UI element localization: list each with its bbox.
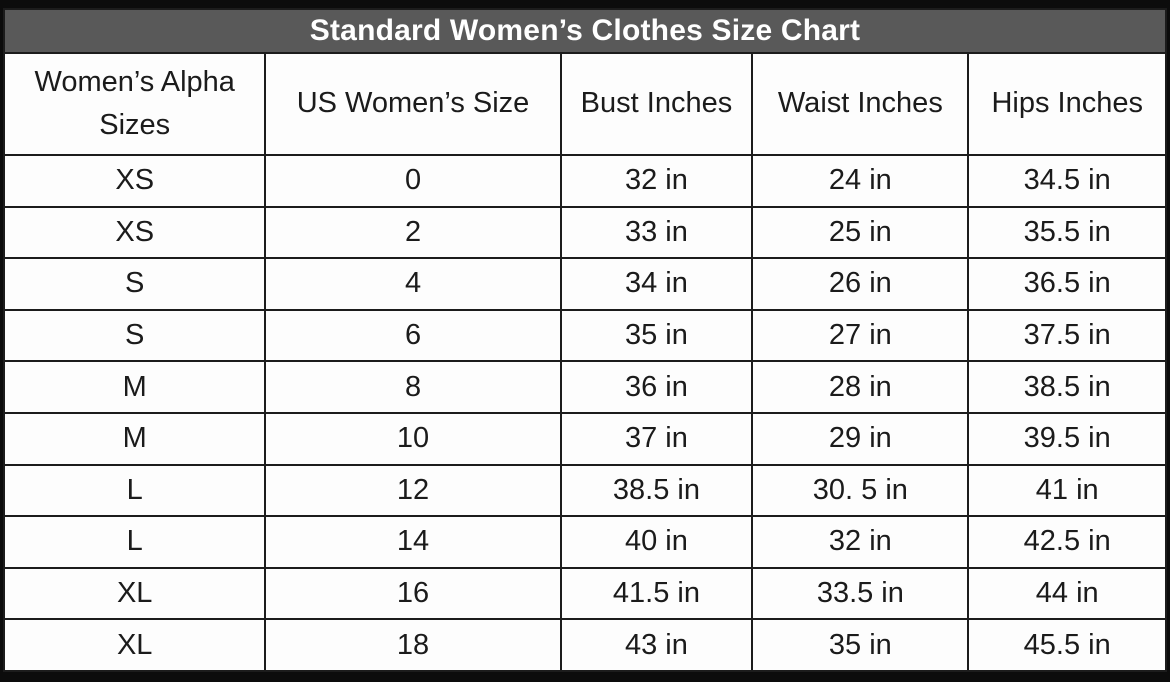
- table-cell: 28 in: [751, 360, 970, 414]
- table-cell: 37 in: [559, 411, 754, 466]
- table-cell: 16: [264, 566, 562, 621]
- table-cell: M: [2, 411, 267, 466]
- size-chart-table: Standard Women’s Clothes Size Chart Wome…: [2, 8, 1167, 672]
- table-cell: 37.5 in: [967, 308, 1167, 363]
- table-title-row: Standard Women’s Clothes Size Chart: [3, 8, 1167, 54]
- table-cell: 24 in: [751, 154, 970, 208]
- table-cell: 34 in: [559, 257, 754, 311]
- table-cell: XL: [2, 566, 267, 621]
- table-cell: 43 in: [559, 618, 754, 672]
- column-header: Waist Inches: [751, 52, 970, 156]
- table-row: XS 0 32 in 24 in 34.5 in: [2, 154, 1167, 208]
- table-cell: 42.5 in: [967, 515, 1167, 569]
- table-row: M 10 37 in 29 in 39.5 in: [2, 411, 1167, 466]
- table-cell: XL: [2, 618, 267, 672]
- table-cell: 44 in: [967, 566, 1167, 621]
- table-cell: 34.5 in: [967, 154, 1167, 208]
- table-cell: 40 in: [559, 515, 754, 569]
- table-cell: 41 in: [967, 463, 1167, 518]
- table-cell: XS: [2, 154, 267, 208]
- table-cell: 41.5 in: [559, 566, 754, 621]
- table-cell: 38.5 in: [967, 360, 1167, 414]
- column-header: Women’s Alpha Sizes: [2, 52, 267, 156]
- table-row: S 6 35 in 27 in 37.5 in: [2, 308, 1167, 363]
- table-row: S 4 34 in 26 in 36.5 in: [2, 257, 1167, 311]
- table-row: XL 18 43 in 35 in 45.5 in: [2, 618, 1167, 672]
- table-header-row: Women’s Alpha Sizes US Women’s Size Bust I…: [2, 52, 1167, 156]
- table-cell: 32 in: [559, 154, 754, 208]
- table-cell: 30. 5 in: [751, 463, 970, 518]
- table-cell: M: [2, 360, 267, 414]
- table-title: Standard Women’s Clothes Size Chart: [3, 8, 1167, 54]
- table-cell: 6: [264, 308, 562, 363]
- table-cell: 33 in: [559, 205, 754, 260]
- table-cell: 39.5 in: [967, 411, 1167, 466]
- table-cell: S: [2, 308, 267, 363]
- table-row: L 12 38.5 in 30. 5 in 41 in: [2, 463, 1167, 518]
- table-cell: 26 in: [751, 257, 970, 311]
- table-row: L 14 40 in 32 in 42.5 in: [2, 515, 1167, 569]
- table-cell: 36 in: [559, 360, 754, 414]
- table-cell: 0: [264, 154, 562, 208]
- table-cell: 33.5 in: [751, 566, 970, 621]
- table-cell: 18: [264, 618, 562, 672]
- table-row: XL 16 41.5 in 33.5 in 44 in: [2, 566, 1167, 621]
- table-cell: 27 in: [751, 308, 970, 363]
- table-cell: 29 in: [751, 411, 970, 466]
- table-cell: L: [2, 463, 267, 518]
- table-cell: 4: [264, 257, 562, 311]
- table-cell: 2: [264, 205, 562, 260]
- table-cell: 35 in: [751, 618, 970, 672]
- table-cell: 10: [264, 411, 562, 466]
- table-cell: 8: [264, 360, 562, 414]
- table-cell: 32 in: [751, 515, 970, 569]
- table-cell: 35.5 in: [967, 205, 1167, 260]
- table-cell: 45.5 in: [967, 618, 1167, 672]
- table-cell: 25 in: [751, 205, 970, 260]
- table-body: XS 0 32 in 24 in 34.5 in XS 2 33 in 25 in 35.5 in…: [2, 154, 1167, 672]
- table-cell: 36.5 in: [967, 257, 1167, 311]
- table-row: M 8 36 in 28 in 38.5 in: [2, 360, 1167, 414]
- table-row: XS 2 33 in 25 in 35.5 in: [2, 205, 1167, 260]
- table-cell: 14: [264, 515, 562, 569]
- table-cell: 38.5 in: [559, 463, 754, 518]
- table-cell: XS: [2, 205, 267, 260]
- table-cell: S: [2, 257, 267, 311]
- column-header: US Women’s Size: [264, 52, 562, 156]
- table-cell: 12: [264, 463, 562, 518]
- table-cell: L: [2, 515, 267, 569]
- table-cell: 35 in: [559, 308, 754, 363]
- column-header: Bust Inches: [559, 52, 754, 156]
- column-header: Hips Inches: [967, 52, 1167, 156]
